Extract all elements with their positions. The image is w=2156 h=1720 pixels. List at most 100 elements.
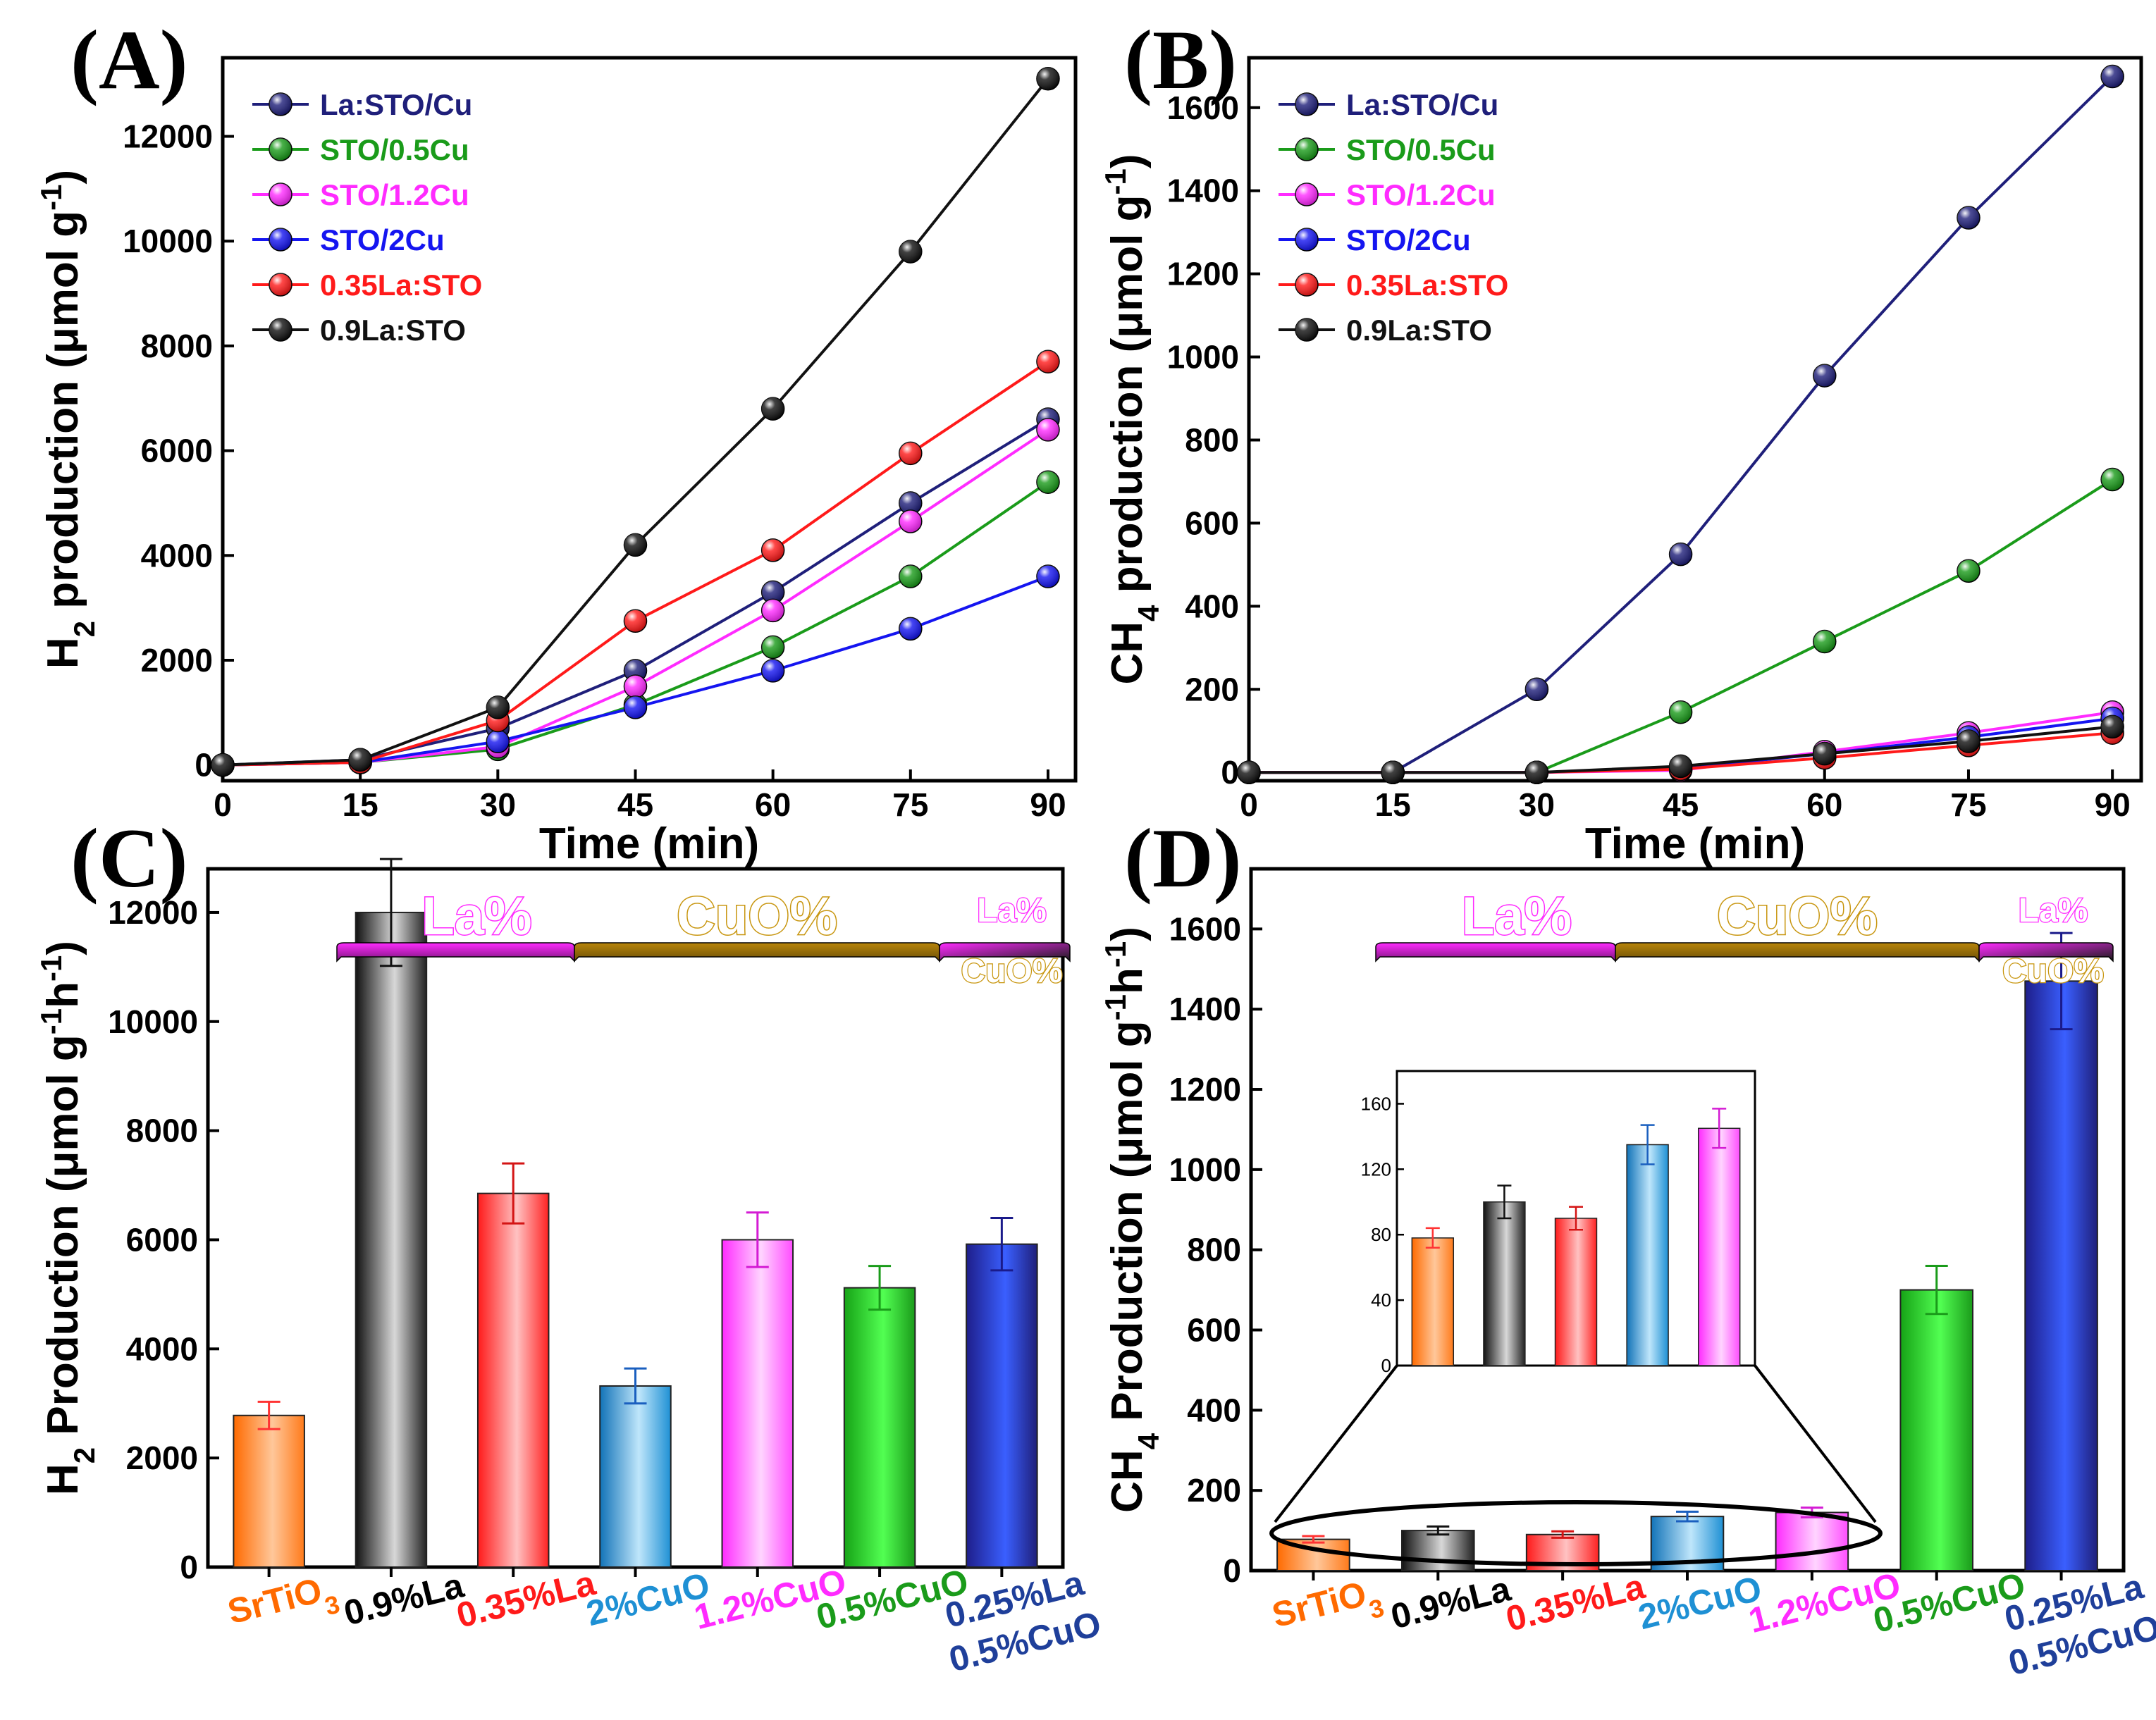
point-shine bbox=[899, 491, 922, 514]
point-shine bbox=[2101, 468, 2124, 491]
legend-marker-shine bbox=[269, 183, 292, 206]
point-shine bbox=[486, 695, 510, 719]
point-shine bbox=[761, 636, 784, 659]
x-tick-label-15: 15 bbox=[343, 786, 378, 823]
legend-marker-shine bbox=[1295, 228, 1318, 251]
panel-label-c: (C) bbox=[70, 811, 188, 905]
legend-marker-shine bbox=[269, 228, 292, 251]
y-axis-title: CH4 Production (μmol g-1h-1) bbox=[1099, 927, 1165, 1513]
point-shine bbox=[624, 695, 647, 719]
y-tick-label-600: 600 bbox=[1185, 505, 1239, 541]
plot-frame bbox=[1247, 56, 2143, 783]
y-tick-label-200: 200 bbox=[1187, 1472, 1241, 1509]
bar-1-2-cuo bbox=[721, 1239, 794, 1568]
legend-entry-sto-0-5cu: STO/0.5Cu bbox=[1346, 133, 1496, 166]
y-tick-label-400: 400 bbox=[1187, 1392, 1241, 1428]
highlight-ellipse bbox=[1269, 1500, 1883, 1566]
x-tick-label-75: 75 bbox=[892, 786, 928, 823]
y-tick-label-1400: 1400 bbox=[1167, 173, 1239, 209]
inset-y-tick-label-40: 40 bbox=[1371, 1289, 1391, 1311]
category-label-0-35-la: 0.35%La bbox=[1502, 1566, 1649, 1639]
y-tick-label-8000: 8000 bbox=[126, 1113, 198, 1149]
point-shine bbox=[486, 730, 510, 753]
group-label-la-small: La% bbox=[2019, 892, 2088, 929]
legend-marker-shine bbox=[1295, 273, 1318, 296]
y-tick-label-0: 0 bbox=[195, 747, 213, 784]
legend-entry-0-9la-sto: 0.9La:STO bbox=[320, 314, 466, 347]
y-axis-title: H2 production (μmol g-1) bbox=[35, 170, 101, 669]
bar-2-cuo bbox=[599, 1385, 672, 1568]
legend-entry-sto-1-2cu: STO/1.2Cu bbox=[1346, 178, 1496, 211]
x-tick-label-15: 15 bbox=[1375, 786, 1411, 823]
legend-marker-shine bbox=[1295, 318, 1318, 341]
category-label-0-9-la: 0.9%La bbox=[1387, 1569, 1515, 1636]
inset-y-tick-label-120: 120 bbox=[1361, 1158, 1391, 1180]
y-tick-label-8000: 8000 bbox=[141, 328, 213, 364]
point-shine bbox=[1381, 761, 1405, 784]
legend-marker-shine bbox=[1295, 183, 1318, 206]
y-tick-label-0: 0 bbox=[180, 1549, 198, 1585]
x-axis-title: Time (min) bbox=[539, 819, 759, 868]
panel-label-a: (A) bbox=[70, 13, 188, 106]
bar-0-9-la bbox=[1400, 1530, 1475, 1571]
bar-srtio3 bbox=[233, 1414, 305, 1569]
legend-entry-sto-2cu: STO/2Cu bbox=[320, 223, 445, 256]
y-axis-title: H2 Production (μmol g-1h-1) bbox=[35, 941, 101, 1495]
legend-entry-sto-2cu: STO/2Cu bbox=[1346, 223, 1471, 256]
inset-bar-srtio3 bbox=[1411, 1237, 1455, 1366]
legend-entry-sto-0-5cu: STO/0.5Cu bbox=[320, 133, 469, 166]
y-tick-label-400: 400 bbox=[1185, 588, 1239, 624]
y-tick-label-2000: 2000 bbox=[141, 642, 213, 679]
point-shine bbox=[1957, 729, 1980, 753]
x-tick-label-30: 30 bbox=[1519, 786, 1555, 823]
x-tick-label-0: 0 bbox=[1240, 786, 1258, 823]
x-axis-title: Time (min) bbox=[1585, 819, 1805, 868]
legend-marker-shine bbox=[1295, 93, 1318, 116]
y-tick-label-1400: 1400 bbox=[1169, 991, 1241, 1027]
bar-0-25-la-0-5-cuo bbox=[966, 1243, 1038, 1568]
point-shine bbox=[1813, 630, 1836, 653]
y-tick-label-0: 0 bbox=[1221, 754, 1239, 791]
inset-chart: 0 40 80 120 160 bbox=[1361, 1070, 1756, 1376]
point-shine bbox=[349, 748, 372, 772]
chart-b: 0 15 30 45 60 75 90 0 200 400 600 800 1000 1200 1400 16… bbox=[1099, 56, 2143, 868]
y-tick-label-0: 0 bbox=[1223, 1552, 1241, 1589]
x-tick-label-60: 60 bbox=[755, 786, 791, 823]
group-label-cuo: CuO% bbox=[1717, 886, 1878, 946]
group-label-cuo-small: CuO% bbox=[2002, 953, 2104, 990]
point-shine bbox=[1036, 471, 1059, 494]
legend-entry-0-35la-sto: 0.35La:STO bbox=[320, 268, 482, 302]
inset-bar-0-35-la bbox=[1554, 1218, 1598, 1366]
group-label-la: La% bbox=[1462, 886, 1572, 946]
point-shine bbox=[1036, 418, 1059, 441]
x-tick-label-45: 45 bbox=[1663, 786, 1699, 823]
y-tick-label-4000: 4000 bbox=[141, 537, 213, 574]
y-tick-label-10000: 10000 bbox=[108, 1003, 198, 1040]
inset-bar-1-2-cuo bbox=[1697, 1127, 1741, 1366]
category-label-0-9-la: 0.9%La bbox=[340, 1565, 468, 1633]
y-axis-title: CH4 production (μmol g-1) bbox=[1099, 154, 1165, 684]
panel-label-d: (D) bbox=[1124, 811, 1242, 905]
y-tick-label-6000: 6000 bbox=[126, 1221, 198, 1258]
point-shine bbox=[761, 599, 784, 622]
brace-mixed bbox=[939, 942, 1071, 963]
y-tick-label-2000: 2000 bbox=[126, 1440, 198, 1476]
y-tick-label-10000: 10000 bbox=[123, 223, 213, 259]
point-shine bbox=[899, 240, 922, 264]
point-shine bbox=[899, 565, 922, 588]
point-shine bbox=[899, 442, 922, 465]
x-tick-label-0: 0 bbox=[214, 786, 232, 823]
inset-bar-0-9-la bbox=[1483, 1201, 1526, 1366]
point-shine bbox=[1957, 206, 1980, 230]
point-shine bbox=[899, 509, 922, 533]
bar-1-2-cuo bbox=[1775, 1511, 1849, 1572]
point-shine bbox=[1525, 761, 1548, 784]
x-tick-label-45: 45 bbox=[617, 786, 653, 823]
category-label-srtio3: SrTiO3 bbox=[1268, 1571, 1386, 1647]
panel-label-b: (B) bbox=[1124, 13, 1237, 106]
legend-entry-sto-1-2cu: STO/1.2Cu bbox=[320, 178, 469, 211]
group-label-cuo: CuO% bbox=[677, 886, 837, 946]
x-tick-label-90: 90 bbox=[2095, 786, 2131, 823]
